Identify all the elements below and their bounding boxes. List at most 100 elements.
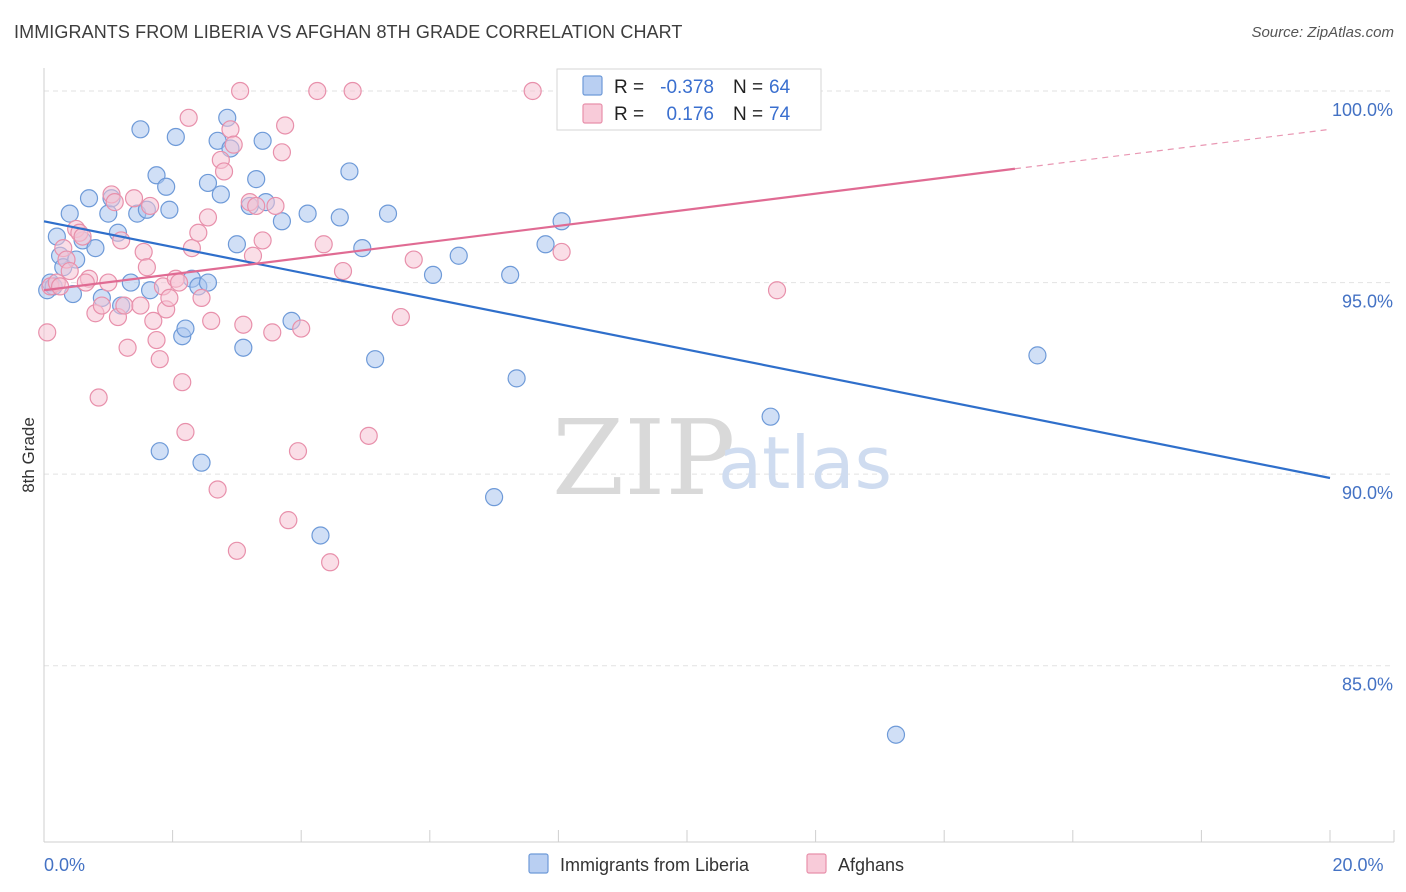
bottom-legend-swatch-afghans [806, 853, 827, 874]
point-afghans [169, 273, 189, 292]
point-liberia [298, 204, 317, 223]
point-liberia [234, 338, 253, 357]
point-liberia [227, 235, 246, 254]
point-afghans [160, 288, 179, 308]
watermark: ZIP atlas [552, 397, 892, 519]
point-liberia [79, 189, 99, 208]
x-tick-labels: 0.0% 20.0% [44, 855, 1384, 875]
point-liberia [449, 246, 468, 265]
point-afghans [308, 81, 327, 101]
point-afghans [333, 261, 353, 281]
point-liberia [121, 273, 140, 292]
x-ticks [172, 830, 1395, 842]
point-afghans [292, 319, 311, 338]
point-liberia [423, 265, 443, 285]
legend-r-label-afghans: R = [614, 104, 644, 125]
point-afghans [552, 242, 571, 262]
point-afghans [179, 108, 198, 127]
legend-n-value-liberia: 64 [769, 77, 791, 98]
point-afghans [288, 442, 308, 461]
x-tick-label: 20.0% [1332, 855, 1383, 875]
point-afghans [176, 422, 195, 442]
point-afghans [144, 311, 163, 330]
point-afghans [227, 541, 246, 560]
x-tick-label: 0.0% [44, 855, 85, 875]
chart-source: Source: ZipAtlas.com [1251, 24, 1394, 41]
point-afghans [247, 196, 266, 216]
y-tick-label: 85.0% [1342, 675, 1393, 695]
legend-r-value-afghans: 0.176 [666, 104, 714, 125]
series-afghans-points [38, 81, 787, 572]
point-afghans [391, 307, 410, 327]
legend-r-value-liberia: -0.378 [660, 77, 714, 98]
watermark-atlas: atlas [718, 421, 892, 505]
point-afghans [253, 231, 272, 250]
y-tick-label: 95.0% [1342, 292, 1393, 312]
point-liberia [330, 208, 349, 227]
point-afghans [266, 196, 285, 216]
y-tick-label: 100.0% [1332, 100, 1393, 120]
point-afghans [124, 189, 144, 208]
point-liberia [176, 319, 195, 338]
point-afghans [343, 81, 362, 101]
point-liberia [1028, 346, 1047, 365]
point-afghans [276, 116, 295, 135]
point-liberia [485, 488, 504, 507]
point-liberia [60, 204, 79, 223]
point-afghans [173, 373, 192, 392]
point-afghans [60, 261, 79, 281]
trendline-afghans-dashed [1014, 128, 1331, 170]
y-axis-label: 8th Grade [19, 417, 38, 493]
point-afghans [189, 223, 208, 242]
point-liberia [131, 120, 150, 139]
point-liberia [378, 204, 398, 223]
point-liberia [198, 173, 218, 193]
point-afghans [38, 323, 57, 342]
point-liberia [192, 453, 211, 472]
point-liberia [150, 442, 169, 461]
point-afghans [202, 311, 221, 330]
point-afghans [231, 81, 250, 101]
point-liberia [160, 200, 179, 219]
point-liberia [198, 273, 218, 292]
legend-n-value-afghans: 74 [769, 104, 791, 125]
point-afghans [147, 330, 166, 350]
point-liberia [761, 407, 780, 426]
point-afghans [359, 426, 378, 445]
point-liberia [247, 170, 266, 189]
top-legend: R = -0.378 N = 64 R = 0.176 N = 74 [556, 68, 822, 131]
point-afghans [92, 296, 111, 315]
legend-r-label-liberia: R = [614, 77, 644, 98]
chart-title: IMMIGRANTS FROM LIBERIA VS AFGHAN 8TH GR… [14, 22, 683, 42]
series-liberia-points [38, 81, 1047, 744]
point-liberia [536, 235, 555, 254]
trendlines [43, 128, 1331, 480]
y-tick-labels: 85.0% 90.0% 95.0% 100.0% [1332, 100, 1393, 695]
point-liberia [311, 526, 330, 545]
legend-swatch-liberia [582, 75, 603, 96]
point-afghans [279, 511, 298, 530]
point-afghans [314, 235, 333, 254]
point-afghans [137, 258, 156, 277]
watermark-zip: ZIP [552, 397, 735, 519]
point-afghans [208, 480, 227, 499]
point-afghans [221, 120, 240, 139]
bottom-legend-label-liberia: Immigrants from Liberia [560, 855, 750, 875]
gridlines [44, 90, 1394, 667]
axes [43, 68, 1394, 843]
point-liberia [272, 212, 292, 231]
point-liberia [166, 127, 185, 147]
point-afghans [321, 553, 340, 572]
point-afghans [404, 250, 423, 269]
point-afghans [192, 288, 211, 308]
legend-n-label-liberia: N = [733, 77, 763, 98]
point-afghans [89, 388, 108, 407]
point-afghans [214, 162, 234, 181]
point-afghans [150, 350, 169, 369]
point-afghans [272, 143, 292, 162]
y-tick-label: 90.0% [1342, 483, 1393, 503]
point-afghans [105, 193, 124, 212]
legend-swatch-afghans [582, 103, 603, 124]
point-afghans [118, 338, 137, 357]
